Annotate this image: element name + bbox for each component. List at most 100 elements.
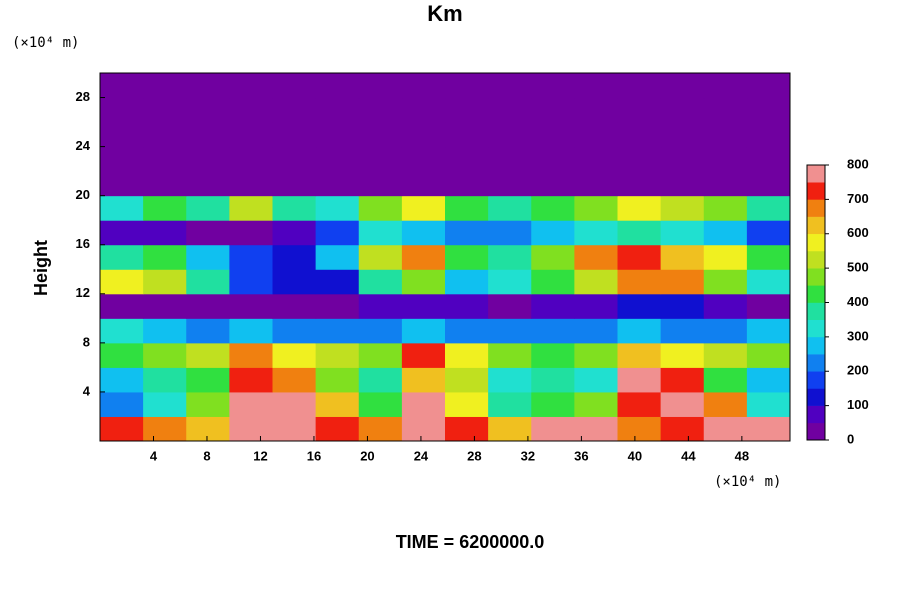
cell: [315, 367, 360, 393]
colorbar-tick-label: 600: [847, 225, 869, 240]
cell: [229, 318, 273, 344]
colorbar-tick-label: 400: [847, 294, 869, 309]
x-tick-label: 40: [628, 448, 642, 463]
cell: [574, 342, 618, 368]
cell: [488, 122, 532, 148]
cell: [531, 195, 575, 221]
cell: [703, 146, 748, 172]
colorbar-band: [807, 302, 825, 320]
cell: [401, 293, 446, 319]
y-tick-label: 20: [76, 187, 90, 202]
cell: [445, 342, 489, 368]
colorbar-band: [807, 336, 825, 355]
cell: [703, 318, 748, 344]
cell: [746, 342, 791, 368]
x-unit: (×10⁴ m): [714, 474, 781, 490]
cell: [229, 244, 273, 270]
cell: [531, 391, 575, 417]
colorbar-tick-label: 800: [847, 156, 869, 171]
cell: [660, 220, 705, 246]
cell: [746, 416, 791, 442]
cell: [401, 171, 446, 197]
cell: [186, 171, 230, 197]
plot-frame: [99, 72, 791, 442]
cell: [100, 73, 144, 99]
cell: [186, 391, 230, 417]
cell: [186, 293, 230, 319]
cell: [445, 195, 489, 221]
cell: [531, 318, 575, 344]
cell: [315, 269, 360, 295]
cell: [100, 318, 144, 344]
cell: [445, 269, 489, 295]
cell: [746, 122, 791, 148]
cell: [186, 73, 230, 99]
cell: [100, 97, 144, 123]
cell: [445, 171, 489, 197]
cell: [272, 171, 317, 197]
cell: [401, 367, 446, 393]
cell: [703, 122, 748, 148]
cell: [401, 318, 446, 344]
cell: [660, 269, 705, 295]
x-tick-label: 20: [360, 448, 374, 463]
cell: [660, 171, 705, 197]
cell: [401, 416, 446, 442]
cell: [617, 146, 662, 172]
cell: [358, 122, 403, 148]
colorbar-tick-label: 700: [847, 191, 869, 206]
cell: [358, 146, 403, 172]
cell: [746, 391, 791, 417]
cell: [703, 73, 748, 99]
colorbar-band: [807, 182, 825, 200]
cell: [315, 244, 360, 270]
cell: [315, 293, 360, 319]
cell: [272, 122, 317, 148]
y-tick-label: 28: [76, 89, 90, 104]
cell: [401, 269, 446, 295]
cell: [488, 416, 532, 442]
cell: [531, 97, 575, 123]
cell: [445, 220, 489, 246]
cell: [531, 244, 575, 270]
cell: [574, 146, 618, 172]
cell: [574, 244, 618, 270]
cell: [703, 293, 748, 319]
cell: [229, 293, 273, 319]
cell: [186, 146, 230, 172]
cell: [531, 293, 575, 319]
cell: [358, 195, 403, 221]
cell: [445, 318, 489, 344]
cell: [703, 171, 748, 197]
x-tick-label: 24: [414, 448, 429, 463]
colorbar-band: [807, 422, 825, 441]
cell: [488, 73, 532, 99]
colorbar-band: [807, 319, 825, 338]
cell: [358, 171, 403, 197]
colorbar-tick-label: 0: [847, 431, 854, 446]
cell: [574, 97, 618, 123]
colorbar-band: [807, 285, 825, 303]
cell: [272, 367, 317, 393]
cell: [660, 367, 705, 393]
cell: [143, 220, 187, 246]
cell: [315, 220, 360, 246]
cell: [358, 318, 403, 344]
x-tick-label: 28: [467, 448, 481, 463]
cell: [488, 171, 532, 197]
cell: [703, 244, 748, 270]
cell: [445, 73, 489, 99]
cell: [617, 269, 662, 295]
cell: [445, 416, 489, 442]
cell: [746, 244, 791, 270]
cell: [143, 146, 187, 172]
cell: [660, 244, 705, 270]
cell: [660, 97, 705, 123]
colorbar-band: [807, 199, 825, 217]
cell: [100, 195, 144, 221]
cell: [186, 367, 230, 393]
cell: [272, 391, 317, 417]
cell: [229, 220, 273, 246]
cell: [272, 73, 317, 99]
cell: [100, 293, 144, 319]
